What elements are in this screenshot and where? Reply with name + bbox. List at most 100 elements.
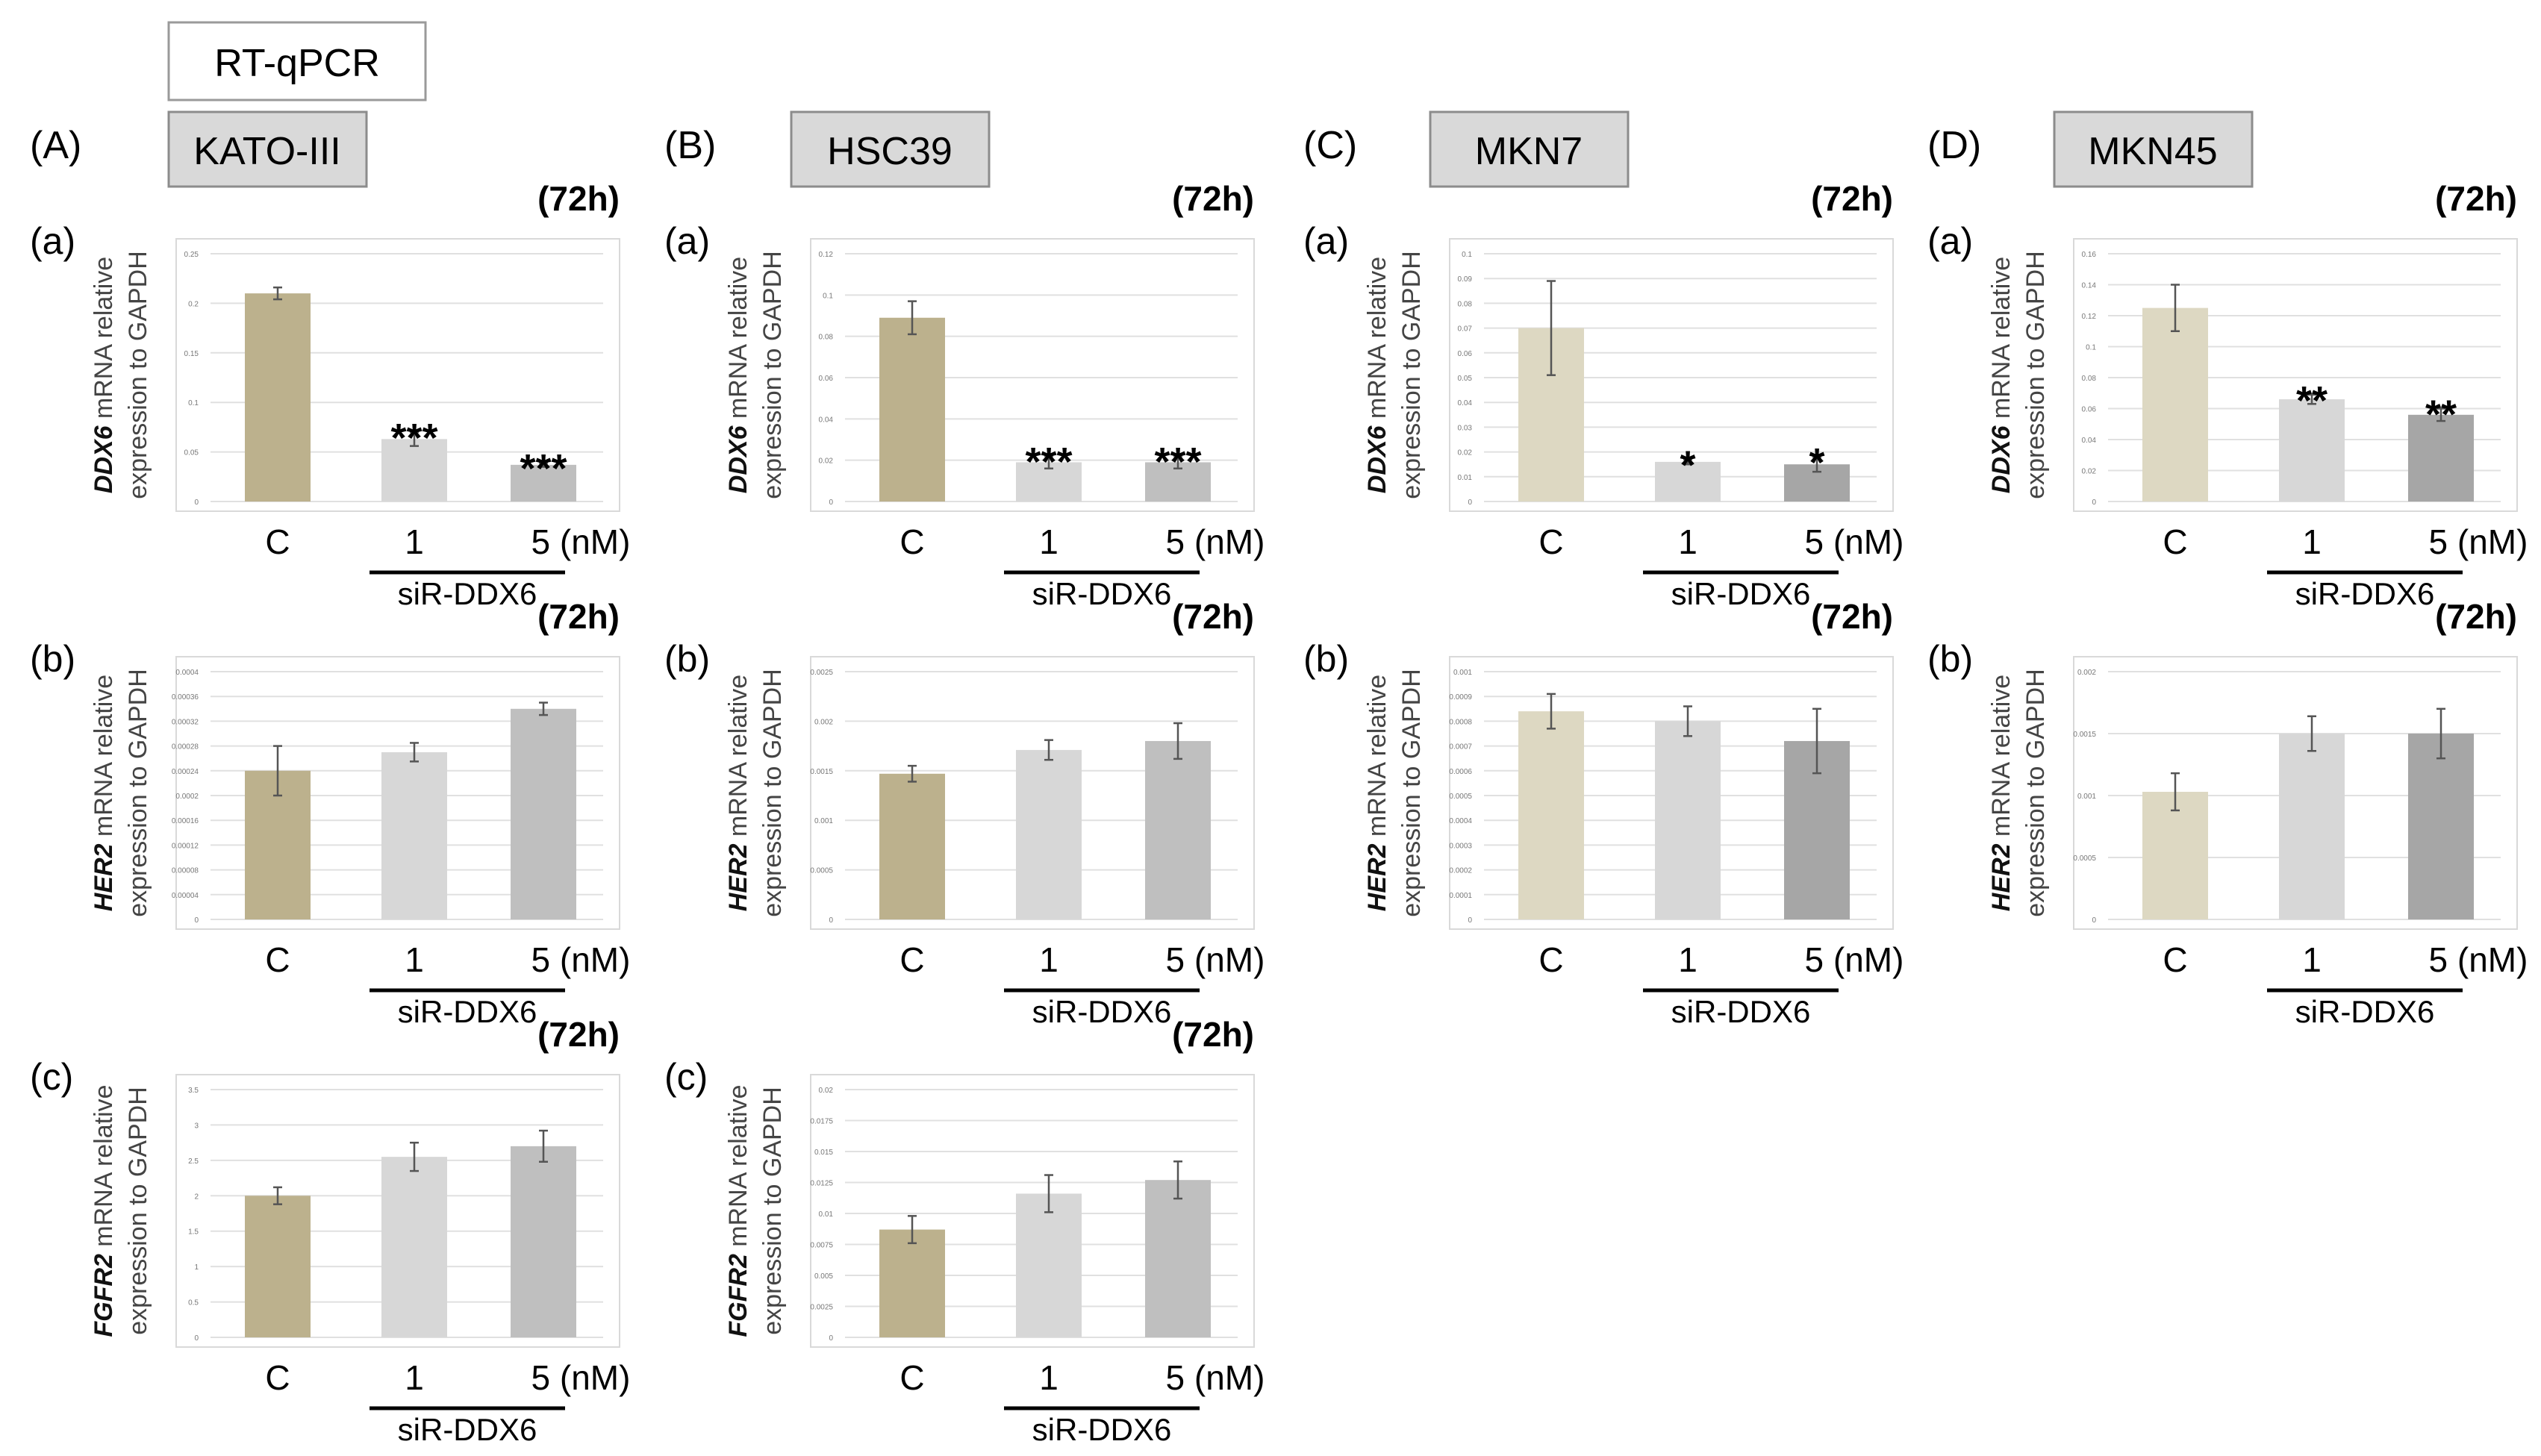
bar [879, 1229, 945, 1337]
y-tick-label: 0.00016 [172, 817, 199, 825]
y-tick-label: 0.12 [2082, 313, 2097, 321]
cell-line-label: KATO-III [193, 130, 340, 173]
y-tick-label: 0.05 [1458, 375, 1473, 383]
y-tick-label: 3 [194, 1122, 199, 1130]
bar [1518, 711, 1584, 919]
y-tick-label: 0.0002 [175, 793, 199, 801]
y-tick-label: 0 [2092, 916, 2096, 925]
y-tick-label: 0 [2092, 499, 2096, 507]
time-label: (72h) [537, 179, 620, 218]
x-tick-label: 1 [1039, 1358, 1059, 1397]
y-tick-label: 0.0003 [1449, 842, 1472, 850]
chart-ddx6-mkn45: (a) (72h) 0 0.02 0.04 0.06 0.08 0.1 0.12 0.14 0.16… [1927, 179, 2528, 611]
x-tick-label: C [1538, 522, 1563, 561]
time-label: (72h) [1811, 597, 1893, 636]
x-tick-label: 1 [1678, 522, 1697, 561]
bar [2142, 307, 2208, 502]
y-tick-label: 0.07 [1458, 325, 1473, 334]
y-tick-label: 0.00004 [172, 892, 199, 900]
subpanel-label: (c) [664, 1056, 708, 1098]
y-tick-label: 0.5 [188, 1299, 199, 1307]
y-tick-label: 0.0006 [1449, 768, 1472, 776]
y-tick-label: 0.0004 [1449, 817, 1472, 825]
x-tick-label: 1 [2302, 940, 2322, 979]
x-tick-label: 5 (nM) [531, 940, 631, 979]
y-tick-label: 0.00028 [172, 743, 199, 752]
y-tick-label: 0.12 [819, 251, 834, 259]
y-tick-label: 0 [1468, 916, 1472, 925]
y-tick-label: 0.00036 [172, 693, 199, 702]
y-tick-label: 0.0075 [810, 1242, 833, 1250]
x-tick-label: C [900, 522, 924, 561]
bar [1655, 461, 1721, 502]
panel-letter: (A) [30, 124, 81, 167]
chart-her2-mkn45: (b) (72h) 0 0.0005 0.001 0.0015 0.002 HER2 mRNA… [1927, 597, 2528, 1029]
bar [879, 773, 945, 919]
y-tick-label: 0 [829, 499, 833, 507]
y-tick-label: 0.02 [2082, 468, 2097, 476]
significance-marker: *** [1154, 440, 1201, 484]
y-tick-label: 0.04 [1458, 399, 1473, 407]
method-label-box [167, 21, 427, 101]
y-axis-label-line-2: expression to GAPDH [758, 251, 787, 499]
panel-letter: (D) [1927, 124, 1981, 167]
y-tick-label: 1.5 [188, 1228, 199, 1237]
subpanel-label: (a) [30, 220, 75, 262]
y-tick-label: 0.1 [823, 292, 833, 300]
x-tick-label: 5 (nM) [1166, 522, 1265, 561]
bar [381, 439, 447, 502]
x-tick-label: C [1538, 940, 1563, 979]
x-tick-label: 1 [405, 940, 424, 979]
x-tick-label: C [2163, 940, 2187, 979]
time-label: (72h) [1172, 179, 1254, 218]
time-label: (72h) [1172, 597, 1254, 636]
chart-fgfr2-kato-iii: (c) (72h) 0 0.5 1 1.5 2 2.5 3 3.5 FGFR2 mRNA relat… [30, 1015, 630, 1447]
y-axis-label-line-2: expression to GAPDH [1397, 669, 1426, 917]
y-tick-label: 0.0175 [810, 1118, 833, 1126]
y-tick-label: 0.05 [184, 449, 199, 457]
x-tick-label: C [900, 1358, 924, 1397]
y-tick-label: 0.0005 [1449, 793, 1472, 801]
y-tick-label: 0.015 [814, 1149, 833, 1157]
y-tick-label: 0.1 [1462, 251, 1472, 259]
y-tick-label: 0.005 [814, 1272, 833, 1281]
x-tick-label: 5 (nM) [2429, 940, 2528, 979]
x-tick-label: C [265, 522, 290, 561]
bar [2408, 734, 2474, 919]
y-axis-label-line-1: HER2 mRNA relative [90, 675, 118, 911]
chart-ddx6-mkn7: (a) (72h) 0 0.01 0.02 0.03 0.04 0.05 0.06 0.07 0.0… [1303, 179, 1904, 611]
y-tick-label: 0.14 [2082, 282, 2097, 290]
y-tick-label: 0.1 [2086, 344, 2096, 352]
y-tick-label: 0.02 [819, 457, 834, 466]
x-tick-label: 1 [405, 522, 424, 561]
y-axis-label-line-1: FGFR2 mRNA relative [90, 1084, 118, 1337]
y-tick-label: 0.0125 [810, 1180, 833, 1188]
y-tick-label: 0.04 [2082, 437, 2097, 445]
chart-fgfr2-hsc39: (c) (72h) 0 0.0025 0.005 0.0075 0.01 0.0125 0.01… [664, 1015, 1265, 1447]
y-tick-label: 0.01 [1458, 474, 1473, 482]
y-tick-label: 1 [194, 1263, 199, 1272]
y-tick-label: 0.25 [184, 251, 199, 259]
bar [1016, 749, 1082, 919]
y-axis-label-line-2: expression to GAPDH [124, 1087, 152, 1335]
y-tick-label: 0.02 [819, 1087, 834, 1095]
time-label: (72h) [537, 1015, 620, 1054]
y-tick-label: 0.001 [2077, 793, 2096, 801]
x-tick-label: C [900, 940, 924, 979]
y-tick-label: 0.09 [1458, 275, 1473, 284]
significance-marker: ** [2296, 378, 2328, 423]
y-tick-label: 0.0001 [1449, 892, 1472, 900]
y-tick-label: 0.0008 [1449, 718, 1472, 726]
y-tick-label: 0 [829, 916, 833, 925]
y-axis-label-line-2: expression to GAPDH [1397, 251, 1426, 499]
panel-letter: (C) [1303, 124, 1357, 167]
y-tick-label: 0.00008 [172, 867, 199, 875]
x-tick-label: 1 [405, 1358, 424, 1397]
y-tick-label: 0.06 [2082, 406, 2097, 414]
y-axis-label-line-1: DDX6 mRNA relative [1987, 257, 2015, 493]
subpanel-label: (a) [1303, 220, 1349, 262]
bar [1655, 721, 1721, 919]
panel-letter: (B) [664, 124, 716, 167]
y-axis-label-line-2: expression to GAPDH [2021, 251, 2050, 499]
bar [381, 752, 447, 919]
